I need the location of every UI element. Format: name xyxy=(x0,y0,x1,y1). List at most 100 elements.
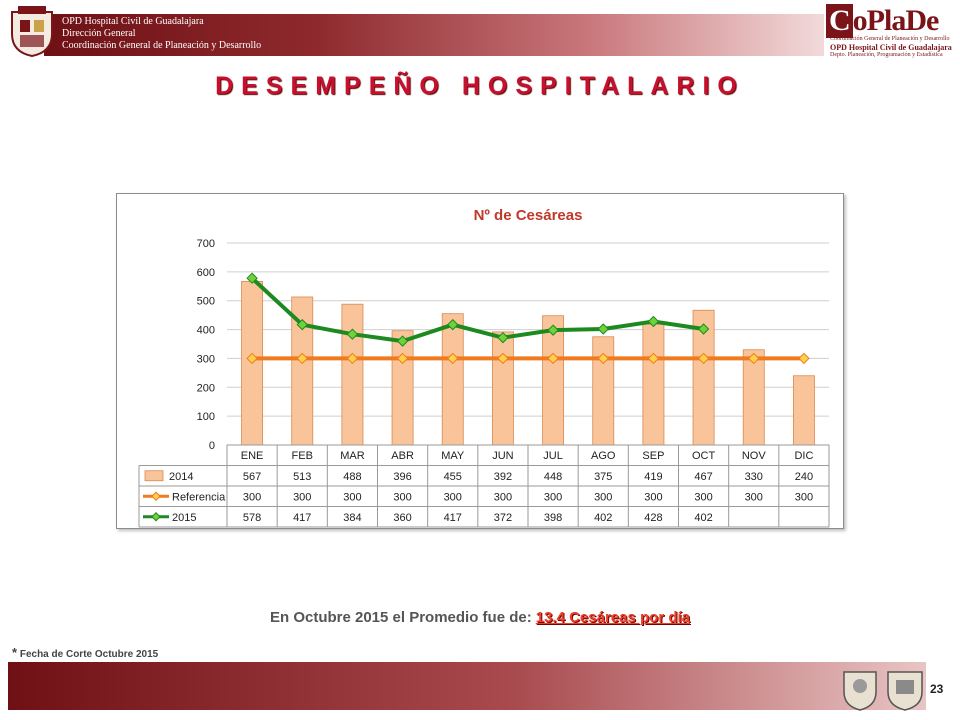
y-tick-label: 200 xyxy=(197,382,215,394)
series-marker-2015 xyxy=(647,315,660,328)
series-marker-2015 xyxy=(396,335,409,347)
series-marker-2015 xyxy=(597,323,609,335)
data-label-2014: 455 xyxy=(444,471,462,483)
data-label-referencia: 300 xyxy=(745,491,763,503)
coplade-logo-rest: oPlaDe xyxy=(852,4,940,37)
category-label: SEP xyxy=(642,450,664,462)
coplade-line-1: Coordinación General de Planeación y Des… xyxy=(830,36,950,42)
header-line-3: Coordinación General de Planeación y Des… xyxy=(62,40,262,51)
cutoff-asterisk: * xyxy=(12,645,18,660)
data-label-2014: 396 xyxy=(393,471,411,483)
coplade-logo-c: C xyxy=(826,4,853,38)
series-marker-referencia xyxy=(447,352,459,365)
header-line-1: OPD Hospital Civil de Guadalajara xyxy=(62,16,204,27)
data-label-referencia: 300 xyxy=(343,491,361,503)
note-text: En Octubre 2015 el Promedio fue de: xyxy=(269,609,532,626)
series-marker-2015 xyxy=(296,318,308,331)
data-label-2015: 428 xyxy=(644,512,662,524)
page-title: DESEMPEÑO HOSPITALARIO xyxy=(215,72,745,100)
legend-label-referencia: Referencia xyxy=(172,491,226,503)
series-marker-2015 xyxy=(346,328,359,340)
category-label: ENE xyxy=(241,450,264,462)
footer-seals-icon xyxy=(843,671,923,711)
bar-2014 xyxy=(391,330,414,446)
note-highlight: 13.4 Cesáreas por día xyxy=(535,609,690,626)
data-label-2014: 567 xyxy=(243,471,261,483)
data-label-2015: 372 xyxy=(494,512,512,524)
average-note: En Octubre 2015 el Promedio fue de: 13.4 … xyxy=(0,609,960,626)
data-label-2015: 402 xyxy=(594,512,612,524)
series-marker-referencia xyxy=(396,352,409,365)
footer-banner xyxy=(8,662,926,710)
university-seal-icon xyxy=(11,6,53,58)
data-label-referencia: 300 xyxy=(795,491,813,503)
series-marker-referencia xyxy=(748,352,760,365)
category-label: JUN xyxy=(492,450,513,462)
data-label-referencia: 300 xyxy=(293,491,311,503)
series-marker-2015 xyxy=(547,324,559,336)
data-label-2014: 392 xyxy=(494,471,512,483)
bar-2014 xyxy=(792,375,815,446)
data-label-referencia: 300 xyxy=(393,491,411,503)
data-label-referencia: 300 xyxy=(644,491,662,503)
series-marker-referencia xyxy=(246,352,258,365)
legend-marker-2015 xyxy=(151,512,161,522)
category-label: MAY xyxy=(441,450,465,462)
legend-label-2015: 2015 xyxy=(172,512,196,524)
series-marker-referencia xyxy=(346,352,359,365)
data-label-2015: 384 xyxy=(343,512,361,524)
bar-2014 xyxy=(491,331,514,446)
category-label: JUL xyxy=(543,450,563,462)
category-label: ABR xyxy=(391,450,414,462)
data-label-2015: 360 xyxy=(393,512,411,524)
header-line-2: Dirección General xyxy=(62,28,136,39)
chart-title: Nº de Cesáreas xyxy=(474,207,583,224)
category-label: DIC xyxy=(794,450,813,462)
header: OPD Hospital Civil de Guadalajara Direcc… xyxy=(0,0,960,62)
series-marker-referencia xyxy=(547,352,559,365)
data-label-2015: 402 xyxy=(694,512,712,524)
header-text: OPD Hospital Civil de Guadalajara Direcc… xyxy=(62,16,261,52)
y-tick-label: 300 xyxy=(197,353,215,365)
series-marker-2015 xyxy=(447,318,459,331)
data-label-referencia: 300 xyxy=(494,491,512,503)
coplade-line-2: OPD Hospital Civil de Guadalajara xyxy=(830,43,952,52)
data-label-2014: 467 xyxy=(694,471,712,483)
y-tick-label: 700 xyxy=(197,238,215,250)
coplade-lines: Coordinación General de Planeación y Des… xyxy=(830,36,952,59)
series-marker-referencia xyxy=(697,352,710,365)
data-label-2015: 398 xyxy=(544,512,562,524)
legend-swatch-2014 xyxy=(144,470,164,482)
y-tick-label: 100 xyxy=(197,411,215,423)
category-label: MAR xyxy=(340,450,365,462)
series-marker-2015 xyxy=(497,331,509,344)
data-label-referencia: 300 xyxy=(243,491,261,503)
series-marker-referencia xyxy=(497,352,509,365)
coplade-line-3: Depto. Planeación, Programación y Estadí… xyxy=(830,52,943,58)
cesareas-chart: Nº de Cesáreas 0 100 200 300 400 500 600 700 ENE F… xyxy=(138,207,830,528)
data-label-2014: 513 xyxy=(293,471,311,483)
series-line-2015 xyxy=(250,276,704,344)
series-marker-referencia xyxy=(798,352,810,365)
page-number: 23 xyxy=(930,682,944,696)
category-label: FEB xyxy=(292,450,313,462)
bar-2014 xyxy=(341,303,364,446)
data-label-2015: 578 xyxy=(243,512,261,524)
data-label-referencia: 300 xyxy=(594,491,612,503)
series-marker-referencia xyxy=(296,352,308,365)
data-label-2014: 240 xyxy=(795,471,813,483)
bar-2014 xyxy=(642,323,665,446)
category-label: OCT xyxy=(692,450,716,462)
data-label-2014: 488 xyxy=(343,471,361,483)
bar-2014 xyxy=(441,313,464,446)
data-label-referencia: 300 xyxy=(544,491,562,503)
y-tick-label: 500 xyxy=(197,296,215,308)
data-label-2015: 417 xyxy=(293,512,311,524)
header-banner xyxy=(44,14,824,56)
category-label: NOV xyxy=(742,450,767,462)
legend-marker-referencia xyxy=(151,491,161,501)
y-tick-label: 0 xyxy=(209,440,215,452)
data-label-2015: 417 xyxy=(444,512,462,524)
